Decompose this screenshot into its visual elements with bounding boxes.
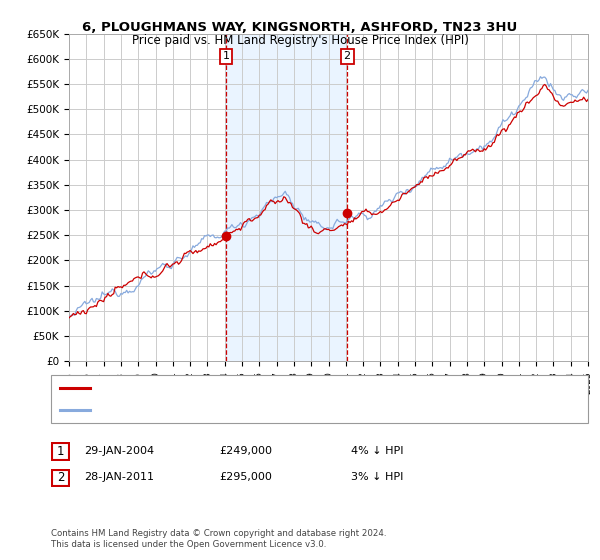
Text: Price paid vs. HM Land Registry's House Price Index (HPI): Price paid vs. HM Land Registry's House … xyxy=(131,34,469,46)
Text: 6, PLOUGHMANS WAY, KINGSNORTH, ASHFORD, TN23 3HU (detached house): 6, PLOUGHMANS WAY, KINGSNORTH, ASHFORD, … xyxy=(96,383,472,393)
Text: Contains HM Land Registry data © Crown copyright and database right 2024.
This d: Contains HM Land Registry data © Crown c… xyxy=(51,529,386,549)
Text: 29-JAN-2004: 29-JAN-2004 xyxy=(84,446,154,456)
Text: 2: 2 xyxy=(57,472,64,484)
FancyBboxPatch shape xyxy=(52,444,69,460)
Text: £249,000: £249,000 xyxy=(219,446,272,456)
Bar xyxy=(226,34,347,361)
FancyBboxPatch shape xyxy=(52,470,69,486)
Text: 3% ↓ HPI: 3% ↓ HPI xyxy=(351,472,403,482)
Text: HPI: Average price, detached house, Ashford: HPI: Average price, detached house, Ashf… xyxy=(96,405,314,416)
Text: 2: 2 xyxy=(344,52,351,61)
Text: 4% ↓ HPI: 4% ↓ HPI xyxy=(351,446,404,456)
Text: £295,000: £295,000 xyxy=(219,472,272,482)
Text: 6, PLOUGHMANS WAY, KINGSNORTH, ASHFORD, TN23 3HU: 6, PLOUGHMANS WAY, KINGSNORTH, ASHFORD, … xyxy=(82,21,518,34)
Text: 1: 1 xyxy=(57,445,64,458)
Text: 28-JAN-2011: 28-JAN-2011 xyxy=(84,472,154,482)
Text: 1: 1 xyxy=(223,52,230,61)
